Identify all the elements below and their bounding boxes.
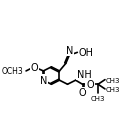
Text: O: O <box>86 80 94 89</box>
Text: CH3: CH3 <box>91 95 105 101</box>
Text: OCH3: OCH3 <box>1 67 23 76</box>
Text: N: N <box>66 46 73 56</box>
Text: N: N <box>40 76 47 85</box>
Text: O: O <box>79 88 86 98</box>
Text: OH: OH <box>78 48 93 58</box>
Text: CH3: CH3 <box>106 86 120 92</box>
Text: NH: NH <box>77 70 91 80</box>
Text: CH3: CH3 <box>106 77 120 83</box>
Text: O: O <box>30 62 38 72</box>
